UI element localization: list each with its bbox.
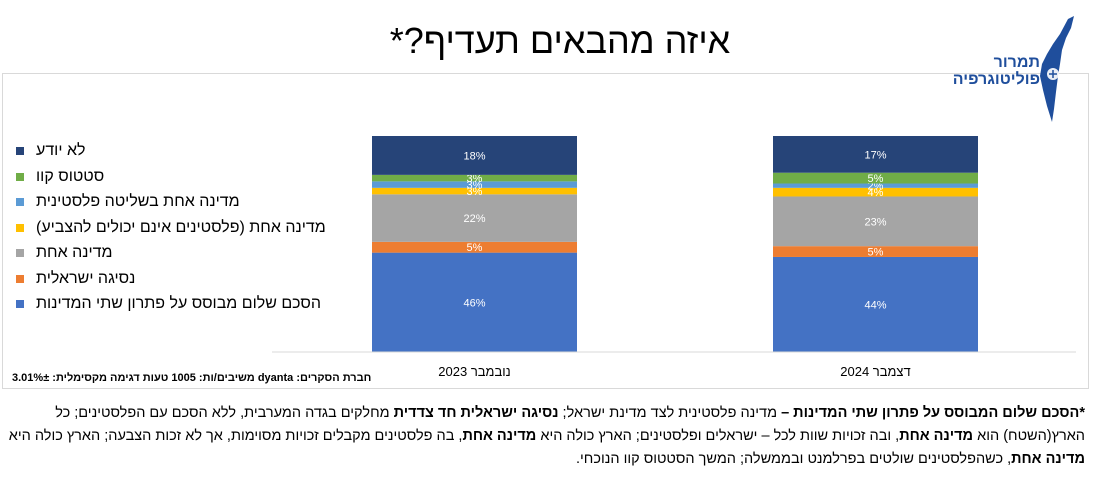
legend-label: לא יודע bbox=[36, 142, 86, 159]
legend-label: מדינה אחת bbox=[36, 244, 113, 261]
footnote-term-one-state-2: מדינה אחת bbox=[462, 428, 537, 444]
bar-segment-2-0 bbox=[372, 194, 577, 242]
bar-segment-0-0 bbox=[372, 252, 577, 352]
footnote-text-4: , בה פלסטינים מקבלים זכויות מסוימות, אך … bbox=[8, 428, 463, 444]
footnote-term-unilateral: נסיגה ישראלית חד צדדית bbox=[393, 405, 559, 421]
data-label-3-0: 3% bbox=[467, 186, 483, 198]
data-label-1-0: 5% bbox=[467, 242, 483, 254]
footnote-term-two-state: הסכם שלום המבוסס על פתרון שתי המדינות – bbox=[781, 405, 1080, 421]
data-label-1-1: 5% bbox=[868, 247, 884, 259]
legend-label: מדינה אחת בשליטה פלסטינית bbox=[36, 193, 240, 210]
bar-segment-5-1 bbox=[773, 172, 978, 184]
footnote-term-one-state-1: מדינה אחת bbox=[899, 428, 974, 444]
logo-line-1: תמרור bbox=[993, 54, 1040, 71]
data-label-2-0: 22% bbox=[463, 213, 485, 225]
data-label-0-1: 44% bbox=[864, 299, 886, 311]
bar-segment-4-1 bbox=[773, 183, 978, 188]
bar-segment-4-0 bbox=[372, 181, 577, 188]
logo: תמרור פוליטוגרפיה bbox=[950, 14, 1090, 124]
legend-swatch bbox=[16, 172, 24, 181]
bar-segment-1-0 bbox=[372, 241, 577, 253]
israel-map-icon bbox=[1040, 16, 1074, 122]
footnote-text-2: מחלקים בגדה המערבית, ללא הסכם עם הפלסטינ… bbox=[55, 405, 1085, 444]
data-label-3-1: 4% bbox=[868, 187, 884, 199]
legend-label: מדינה אחת (פלסטינים אינם יכולים להצביע) bbox=[36, 218, 326, 236]
source-note: חברת הסקרים: dyanta משיבים/ות: 1005 טעות… bbox=[12, 372, 372, 384]
bar-segment-0-1 bbox=[773, 256, 978, 352]
legend-label: סטטוס קוו bbox=[36, 167, 105, 185]
logo-line-2: פוליטוגרפיה bbox=[952, 71, 1040, 88]
bar-segment-6-1 bbox=[773, 136, 978, 173]
data-label-0-0: 46% bbox=[463, 297, 485, 309]
bar-segment-1-1 bbox=[773, 246, 978, 257]
legend-swatch bbox=[16, 300, 24, 308]
bar-group: 46%5%22%3%3%3%18%44%5%23%4%2%5%17% bbox=[372, 136, 978, 352]
x-tick-label-1: דצמבר 2024 bbox=[840, 364, 910, 379]
legend-swatch bbox=[16, 198, 24, 206]
footnote-asterisk: * bbox=[1079, 405, 1085, 421]
footnote-text-5: , כשהפלסטינים שולטים בפרלמנט ובממשלה; המ… bbox=[576, 451, 1012, 467]
bar-segment-2-1 bbox=[773, 196, 978, 247]
bar-segment-6-0 bbox=[372, 136, 577, 175]
data-label-4-1: 2% bbox=[868, 181, 884, 193]
page-title: איזה מהבאים תעדיף?* bbox=[389, 20, 731, 61]
footnote-term-one-state-3: מדינה אחת bbox=[1011, 451, 1085, 467]
data-label-2-1: 23% bbox=[864, 216, 886, 228]
legend-label: נסיגה ישראלית bbox=[36, 269, 136, 287]
chart-area-frame bbox=[2, 73, 1089, 389]
legend-label: הסכם שלום מבוסס על פתרון שתי המדינות bbox=[36, 295, 322, 312]
bar-segment-3-1 bbox=[773, 187, 978, 197]
bar-segment-3-0 bbox=[372, 187, 577, 195]
data-label-4-0: 3% bbox=[467, 180, 483, 192]
logo-text: תמרור פוליטוגרפיה bbox=[953, 54, 1040, 88]
x-tick-labels: נובמבר 2023 דצמבר 2024 bbox=[438, 364, 910, 379]
legend-swatch bbox=[16, 274, 24, 283]
data-label-5-0: 3% bbox=[467, 173, 483, 185]
data-label-5-1: 5% bbox=[868, 173, 884, 185]
data-label-6-1: 17% bbox=[864, 149, 886, 161]
footnote-text-1: מדינה פלסטינית לצד מדינת ישראל; bbox=[558, 405, 782, 421]
footnote: *הסכם שלום המבוסס על פתרון שתי המדינות –… bbox=[6, 402, 1085, 471]
legend-swatch bbox=[16, 147, 24, 155]
data-label-6-0: 18% bbox=[463, 150, 485, 162]
bar-segment-5-0 bbox=[372, 174, 577, 182]
footnote-text-3: , ובה זכויות שוות לכל – ישראלים ופלסטיני… bbox=[536, 428, 900, 444]
legend-swatch bbox=[16, 223, 24, 232]
legend-swatch bbox=[16, 249, 24, 257]
x-tick-label-0: נובמבר 2023 bbox=[438, 364, 510, 379]
